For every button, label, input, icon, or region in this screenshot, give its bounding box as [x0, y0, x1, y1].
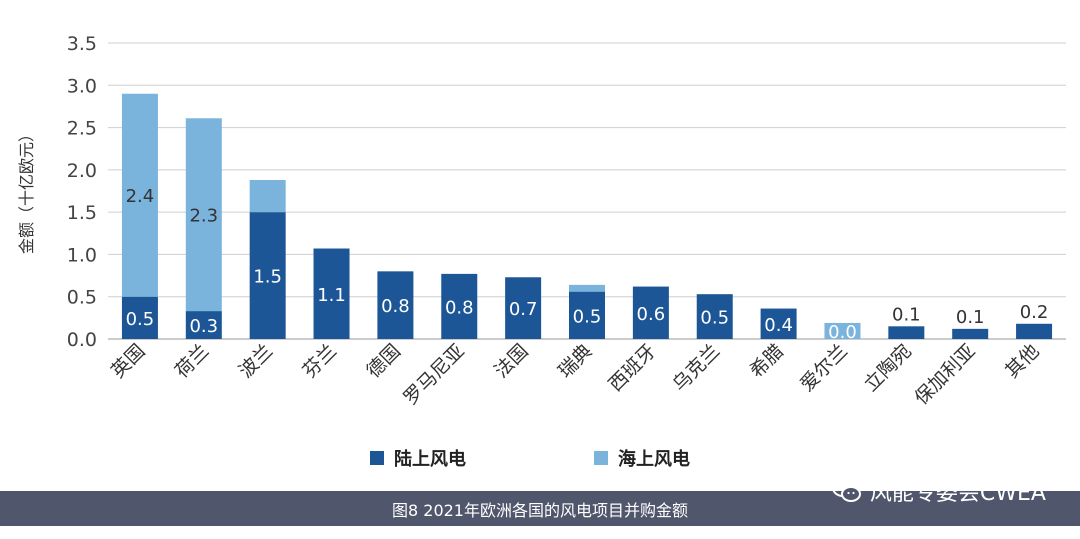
y-tick-label: 3.0	[67, 75, 97, 97]
data-label-onshore: 0.5	[126, 309, 155, 330]
data-label-onshore: 0.1	[956, 307, 985, 328]
figure-caption: 图8 2021年欧洲各国的风电项目并购金额	[392, 500, 688, 520]
watermark-text: 风能专委会CWEA	[869, 481, 1046, 506]
y-tick-label: 1.0	[67, 244, 97, 266]
bar-onshore	[121, 296, 158, 339]
x-tick-label: 德国	[362, 340, 404, 382]
data-label-onshore: 0.3	[189, 316, 218, 337]
y-tick-label: 0.0	[67, 329, 97, 351]
legend: 陆上风电 海上风电	[370, 448, 690, 470]
bar-offshore	[569, 284, 605, 292]
x-tick-label: 保加利亚	[910, 340, 979, 409]
x-tick-label: 爱尔兰	[796, 340, 852, 396]
bar-onshore	[249, 212, 286, 339]
x-tick-label: 荷兰	[171, 340, 213, 382]
bar-onshore	[441, 273, 478, 339]
bar-onshore	[185, 311, 222, 339]
data-label-onshore: 0.2	[1020, 302, 1049, 323]
legend-label: 海上风电	[618, 448, 690, 470]
x-tick-label: 法国	[490, 340, 532, 382]
data-label-onshore: 0.5	[573, 306, 602, 327]
data-label-onshore: 1.1	[317, 285, 346, 306]
y-axis-label: 金额（十亿欧元）	[17, 126, 36, 254]
x-tick-label: 罗马尼亚	[399, 340, 468, 409]
data-label-onshore: 0.8	[445, 297, 474, 318]
bar-onshore	[1016, 323, 1053, 339]
y-axis-ticks: 0.0 0.5 1.0 1.5 2.0 2.5 3.0 3.5	[67, 33, 97, 351]
watermark: 风能专委会CWEA	[831, 474, 1046, 508]
y-tick-label: 0.5	[67, 287, 97, 309]
bar-onshore	[888, 326, 925, 339]
bar-onshore	[313, 248, 350, 339]
bar-onshore	[377, 271, 414, 339]
bar-onshore	[632, 286, 669, 339]
bar-offshore	[121, 93, 158, 297]
y-tick-label: 2.0	[67, 160, 97, 182]
x-tick-label: 乌克兰	[668, 340, 724, 396]
x-tick-label: 波兰	[235, 340, 277, 382]
data-label-onshore: 0.1	[892, 304, 921, 325]
x-tick-label: 芬兰	[299, 340, 341, 382]
data-label-onshore: 1.5	[253, 267, 282, 288]
y-tick-label: 3.5	[67, 33, 97, 55]
x-tick-label: 立陶宛	[860, 340, 916, 396]
bar-offshore	[249, 180, 286, 213]
x-tick-label: 西班牙	[605, 340, 661, 396]
data-label-onshore: 0.5	[700, 308, 729, 329]
x-tick-label: 其他	[1001, 340, 1043, 382]
bar-onshore	[569, 291, 605, 339]
legend-swatch	[370, 451, 384, 465]
figure-caption-bar: 图8 2021年欧洲各国的风电项目并购金额	[0, 491, 1080, 526]
data-label-offshore: 2.4	[126, 186, 155, 207]
data-label-onshore: 0.7	[509, 299, 538, 320]
bar-onshore	[696, 294, 733, 339]
bar-offshore	[185, 118, 222, 312]
data-label-onshore: 0.8	[381, 296, 410, 317]
bars	[121, 93, 1053, 339]
legend-label: 陆上风电	[394, 448, 466, 470]
bar-chart: 0.0 0.5 1.0 1.5 2.0 2.5 3.0 3.5 金额（十亿欧元） 0.5 2.4…	[17, 33, 1066, 470]
bar-offshore	[824, 322, 861, 339]
bar-onshore	[760, 308, 797, 339]
data-label-onshore: 0.6	[637, 304, 666, 325]
y-tick-label: 1.5	[67, 202, 97, 224]
wechat-icon	[831, 479, 861, 502]
data-label-onshore: 0.0	[828, 322, 857, 343]
x-tick-label: 希腊	[746, 340, 788, 382]
x-tick-label: 英国	[107, 340, 149, 382]
data-label-onshore: 0.4	[764, 315, 793, 336]
x-tick-label: 瑞典	[554, 340, 596, 382]
bar-onshore	[505, 277, 542, 339]
y-tick-label: 2.5	[67, 118, 97, 140]
data-label-offshore: 2.3	[189, 206, 218, 227]
data-labels: 0.5 2.4 0.3 2.3 1.5 1.1 0.8 0.8 0.7 0.5 0.6 0.5 0.4 0…	[126, 186, 1049, 343]
legend-swatch	[594, 451, 608, 465]
bar-onshore	[952, 328, 989, 339]
